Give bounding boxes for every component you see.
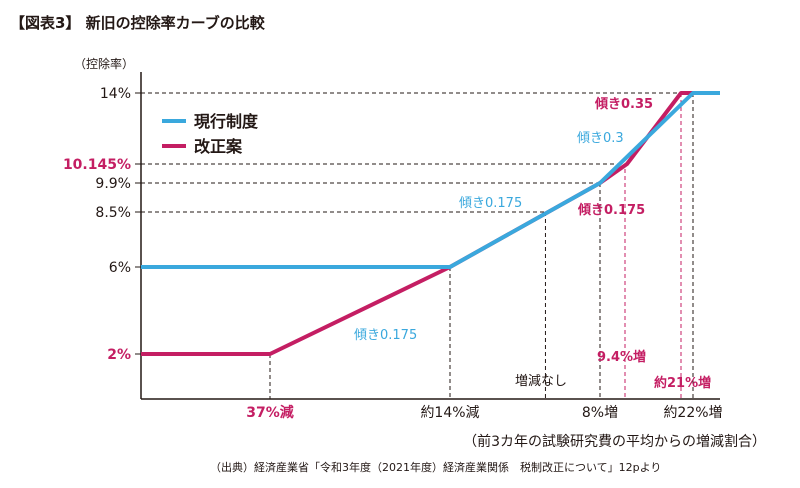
x-tick-label-22: 約22%増 — [663, 405, 722, 421]
no-change-label: 増減なし — [515, 373, 567, 389]
slope-label-current-0175: 傾き0.175 — [459, 196, 522, 211]
figure-title: 【図表3】 新旧の控除率カーブの比較 — [10, 14, 266, 32]
threshold-label-9-4: 9.4%増 — [597, 349, 646, 365]
y-tick-label-10-145: 10.145% — [63, 157, 131, 173]
source-note: （出典）経済産業省「令和3年度（2021年度）経済産業関係 税制改正について」1… — [210, 460, 661, 474]
threshold-label-21: 約21%増 — [654, 375, 711, 391]
x-tick-label-14: 約14%減 — [420, 404, 479, 421]
x-axis-title: （前3カ年の試験研究費の平均からの増減割合） — [463, 433, 766, 450]
legend: 現行制度 改正案 — [162, 112, 259, 156]
y-tick-label-9-9: 9.9% — [95, 176, 131, 192]
series-line-revised — [141, 91, 720, 356]
y-tick-label-14: 14% — [100, 86, 131, 102]
dashed-guide-lines — [141, 92, 694, 399]
slope-label-revised-0175: 傾き0.175 — [577, 202, 645, 218]
y-tick-label-6: 6% — [109, 260, 131, 276]
y-tick-label-8-5: 8.5% — [95, 205, 131, 221]
y-tick-label-2: 2% — [107, 347, 131, 363]
series-line-current — [141, 91, 720, 269]
x-tick-label-8: 8%増 — [582, 405, 618, 421]
y-tick-group: 14% 10.145% 9.9% 8.5% 6% 2% — [63, 86, 141, 363]
legend-label-current: 現行制度 — [194, 112, 259, 131]
legend-label-revised: 改正案 — [194, 137, 243, 156]
slope-label-revised-035: 傾き0.35 — [594, 96, 653, 112]
slope-label-current-03: 傾き0.3 — [577, 131, 624, 146]
x-tick-group: 37%減 約14%減 8%増 約22%増 — [246, 404, 722, 421]
series-lines — [141, 91, 720, 356]
annotations: 傾き0.175 傾き0.175 傾き0.3 傾き0.175 傾き0.35 増減な… — [354, 96, 711, 391]
axes: （控除率） （前3カ年の試験研究費の平均からの増減割合） — [74, 56, 766, 450]
slope-label-shared-0175: 傾き0.175 — [354, 328, 417, 343]
x-tick-label-37: 37%減 — [246, 404, 294, 421]
y-axis-title: （控除率） — [74, 56, 134, 71]
